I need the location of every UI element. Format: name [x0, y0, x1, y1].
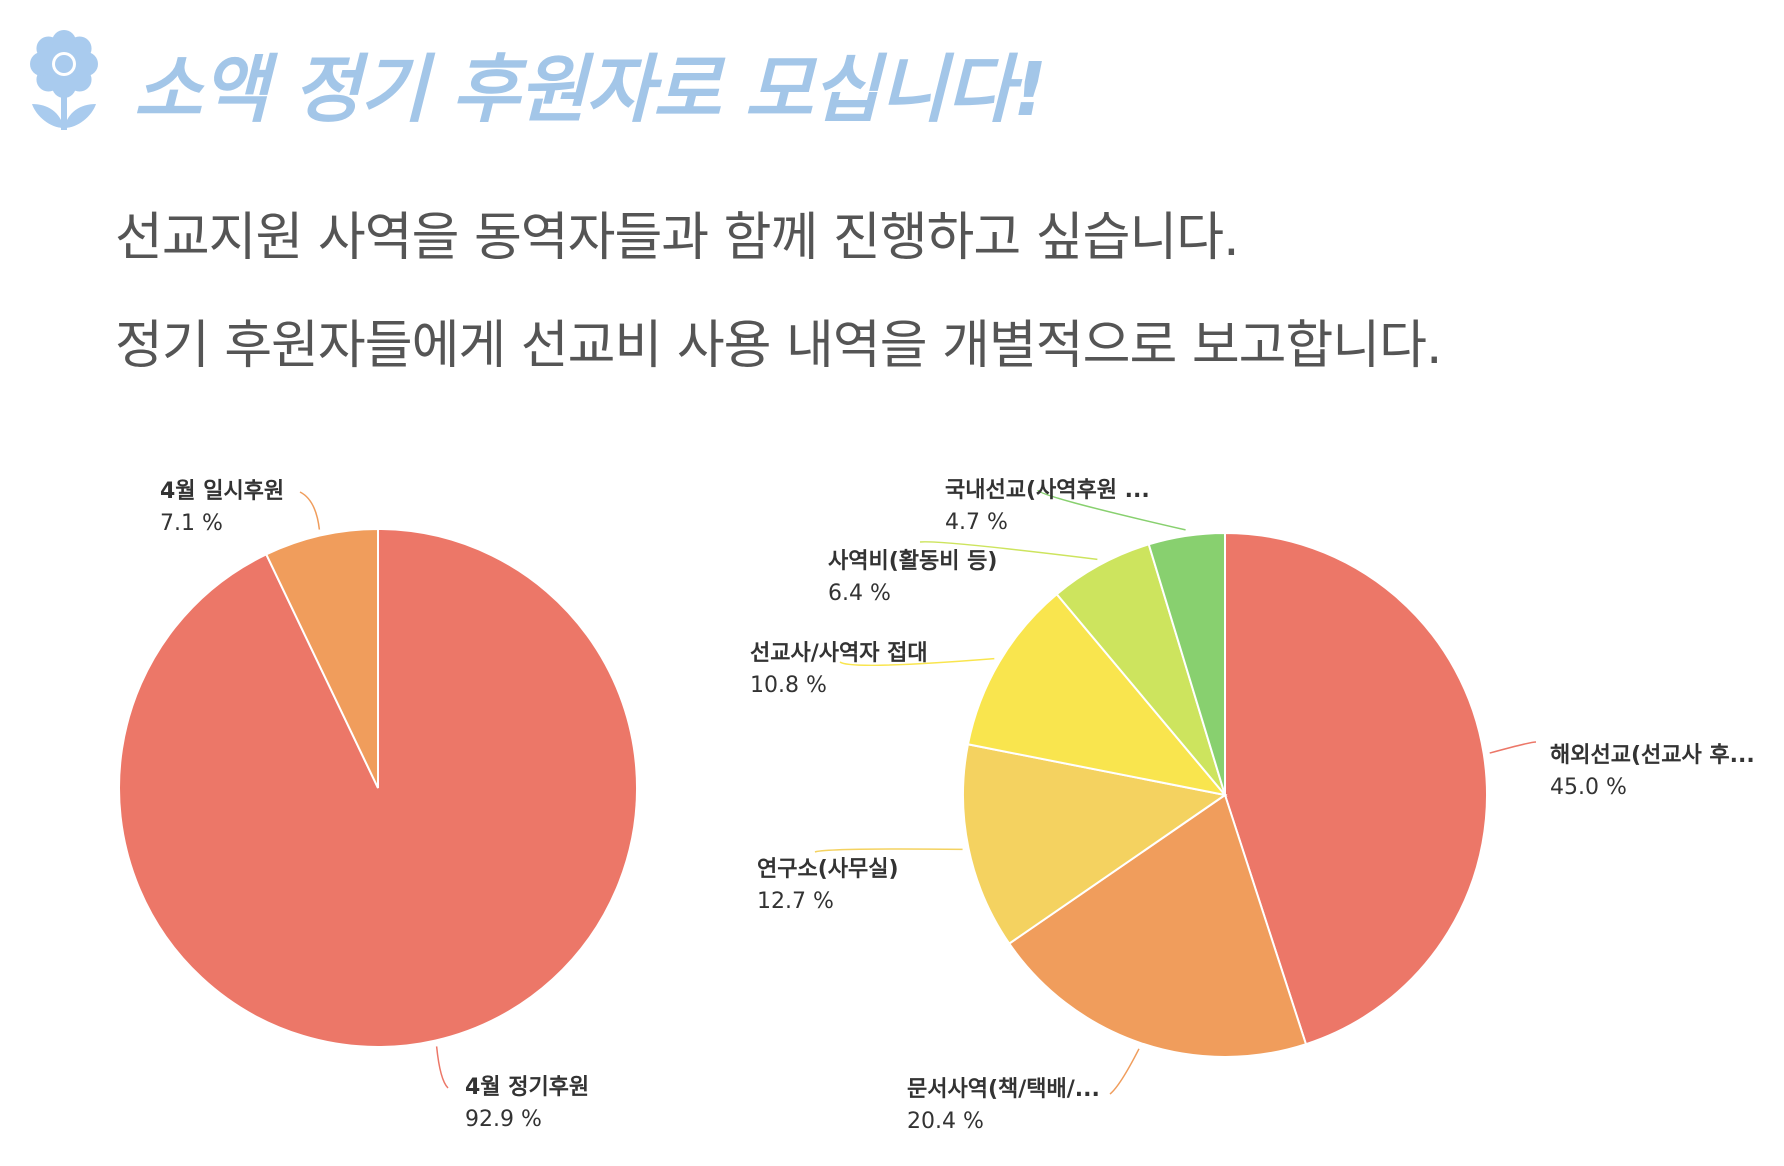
leader-line [919, 541, 1098, 561]
leader-line [1109, 1048, 1140, 1095]
slice-value: 4.7 % [945, 510, 1008, 535]
slice-label: 연구소(사무실) [757, 857, 899, 882]
pie-chart-donation-type: 4월 정기후원 92.9 % 4월 일시후원 7.1 % [118, 479, 638, 1132]
flower-icon [30, 30, 98, 130]
pie-slice [1224, 531, 1488, 1046]
pie-slice [264, 527, 379, 789]
slice-value: 6.4 % [828, 581, 891, 606]
leader-line [1037, 489, 1186, 531]
slice-label: 4월 정기후원 [465, 1075, 589, 1100]
slice-label: 4월 일시후원 [160, 479, 284, 504]
slice-value: 12.7 % [757, 889, 834, 914]
header: 소액 정기 후원자로 모십니다! [24, 18, 1724, 138]
leader-line [435, 1046, 449, 1089]
page-title: 소액 정기 후원자로 모십니다! [134, 47, 1047, 133]
slice-label: 사역비(활동비 등) [828, 549, 997, 574]
pie-slice [966, 592, 1228, 797]
slice-value: 45.0 % [1550, 775, 1627, 800]
slice-value: 20.4 % [907, 1109, 984, 1134]
pie-slice [1147, 531, 1226, 796]
subtitle-line-2: 정기 후원자들에게 선교비 사용 내역을 개별적으로 보고합니다. [115, 316, 1443, 376]
slice-value: 10.8 % [750, 673, 827, 698]
leader-line [1489, 741, 1537, 754]
leader-line [299, 491, 321, 530]
slice-label: 국내선교(사역후원 ... [945, 478, 1150, 503]
pie-slice [962, 743, 1228, 946]
leader-line [839, 657, 995, 667]
slice-value: 7.1 % [160, 511, 223, 536]
slice-label: 해외선교(선교사 후... [1550, 743, 1755, 768]
pie-chart-spending: 해외선교(선교사 후... 45.0 % 문서사역(책/택배/... 20.4 % 연구… [750, 478, 1755, 1134]
slice-value: 92.9 % [465, 1107, 542, 1132]
leader-line [814, 848, 963, 853]
subtitle-line-1: 선교지원 사역을 동역자들과 함께 진행하고 싶습니다. [115, 208, 1240, 268]
pie-slice [1007, 793, 1308, 1058]
slice-label: 선교사/사역자 접대 [750, 641, 928, 666]
slice-label: 문서사역(책/택배/... [907, 1077, 1100, 1102]
